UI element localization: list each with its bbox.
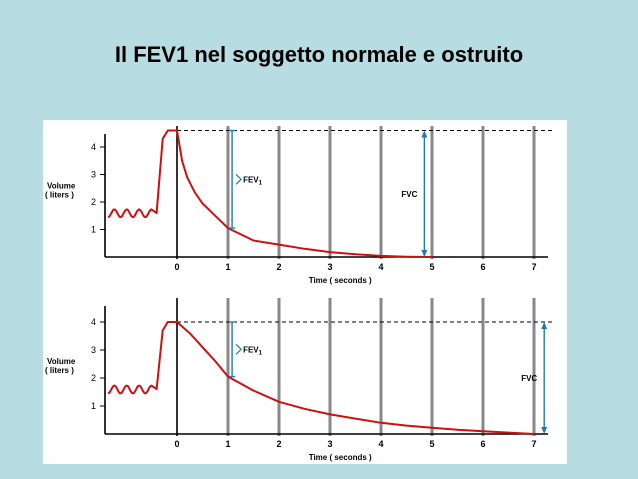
x-tick-label: 4 xyxy=(378,439,383,449)
slide-title: Il FEV1 nel soggetto normale e ostruito xyxy=(114,42,524,67)
data-point xyxy=(252,239,255,242)
x-axis-label: Time ( seconds ) xyxy=(309,276,372,285)
data-point xyxy=(227,227,229,229)
data-point xyxy=(181,159,183,162)
x-tick-label: 5 xyxy=(429,262,434,272)
x-tick-label: 5 xyxy=(429,439,434,449)
fev1-pointer xyxy=(235,173,242,185)
data-point xyxy=(201,346,204,348)
data-point xyxy=(482,430,484,433)
volume-curve xyxy=(107,129,433,258)
data-point xyxy=(186,176,188,179)
x-tick-label: 6 xyxy=(480,262,485,272)
y-tick-label: 1 xyxy=(91,401,96,411)
data-point xyxy=(214,214,217,217)
y-axis-label-unit: ( liters ) xyxy=(45,190,74,199)
chart-panel: 1 2 3 4 0 1 2 3 4 5 6 7 Time ( seconds ) Volume( lite… xyxy=(43,120,567,464)
data-point xyxy=(507,431,510,434)
data-point xyxy=(252,389,255,392)
x-tick-label: 4 xyxy=(378,262,383,272)
data-point xyxy=(380,255,382,257)
fev1-label-subscript: 1 xyxy=(259,180,263,186)
y-axis-label-unit: ( liters ) xyxy=(45,366,74,375)
fvc-arrow-head-bottom xyxy=(421,250,428,257)
y-tick-label: 2 xyxy=(91,373,96,383)
x-tick-label: 1 xyxy=(225,439,230,449)
data-point xyxy=(329,251,331,253)
data-point xyxy=(278,401,280,403)
fvc-label: FVC xyxy=(521,374,537,383)
fvc-arrow-head-bottom xyxy=(541,427,548,434)
fev1-label: FEV1 xyxy=(243,175,263,186)
x-tick-label: 3 xyxy=(327,262,332,272)
x-tick-label: 1 xyxy=(225,262,230,272)
data-point xyxy=(176,321,178,323)
fev1-pointer xyxy=(235,343,242,355)
data-point xyxy=(214,360,217,362)
x-tick-label: 2 xyxy=(276,439,281,449)
data-point xyxy=(405,424,408,427)
data-point xyxy=(176,129,178,132)
y-tick-label: 4 xyxy=(91,317,96,327)
data-point xyxy=(303,247,306,250)
y-axis-label: Volume xyxy=(47,357,76,366)
fev1-label-subscript: 1 xyxy=(259,350,263,356)
y-tick-label: 3 xyxy=(91,345,96,355)
data-point xyxy=(431,427,433,429)
data-point xyxy=(431,256,433,258)
data-point xyxy=(533,433,535,435)
data-point xyxy=(278,243,280,246)
data-point xyxy=(303,408,306,410)
data-point xyxy=(188,332,191,334)
volume-curve xyxy=(107,321,535,435)
fvc-arrow-head-top xyxy=(421,130,428,138)
y-tick-label: 2 xyxy=(91,197,96,207)
y-tick-label: 1 xyxy=(91,225,96,235)
y-tick-label: 4 xyxy=(91,142,96,152)
x-tick-label: 7 xyxy=(531,262,536,272)
data-point xyxy=(405,255,408,258)
y-tick-label: 3 xyxy=(91,170,96,180)
data-point xyxy=(201,202,204,205)
x-tick-label: 2 xyxy=(276,262,281,272)
x-tick-label: 6 xyxy=(480,439,485,449)
chart-normale: 1 2 3 4 0 1 2 3 4 5 6 7 Time ( seconds ) Volume( lite… xyxy=(45,126,553,285)
x-tick-label: 3 xyxy=(327,439,332,449)
y-axis-label: Volume xyxy=(47,181,76,190)
data-point xyxy=(380,422,382,424)
data-point xyxy=(354,417,357,420)
x-axis-label: Time ( seconds ) xyxy=(309,453,372,462)
data-point xyxy=(227,375,229,378)
x-tick-label: 0 xyxy=(174,262,179,272)
chart-ostruito: 1 2 3 4 0 1 2 3 4 5 6 7 Time ( seconds ) Volume( lite… xyxy=(45,298,553,462)
x-tick-label: 7 xyxy=(531,439,536,449)
data-point xyxy=(329,413,331,416)
data-point xyxy=(194,191,196,194)
x-tick-label: 0 xyxy=(174,439,179,449)
fvc-arrow-head-top xyxy=(541,322,548,329)
data-point xyxy=(456,429,459,431)
data-point xyxy=(354,253,357,256)
fev1-label: FEV1 xyxy=(243,345,263,356)
fvc-label: FVC xyxy=(401,190,417,199)
